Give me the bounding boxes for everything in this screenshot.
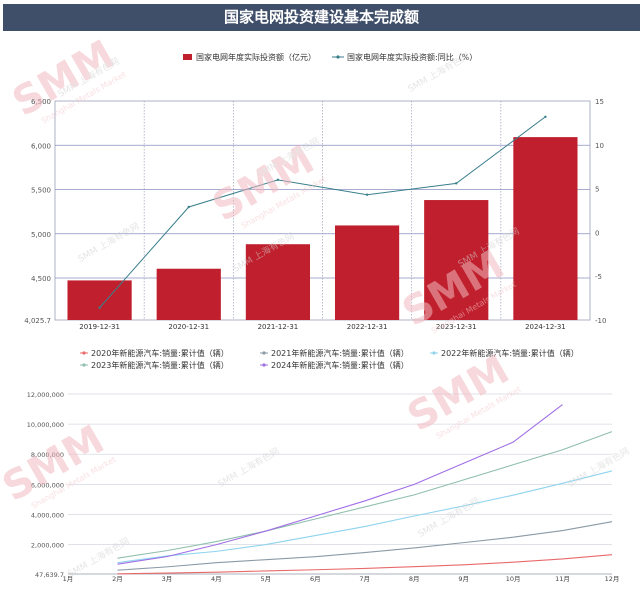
- x-tick-label: 7月: [359, 575, 370, 583]
- left-tick-label: 5,000: [31, 231, 51, 239]
- watermark-cn: SMM 上海有色网: [76, 220, 142, 265]
- right-tick-label: 5: [595, 186, 599, 194]
- legend-swatch-bar: [183, 54, 192, 60]
- legend-label: 2023年新能源汽车:销量:累计值（辆）: [91, 360, 229, 370]
- legend-label: 2022年新能源汽车:销量:累计值（辆）: [441, 348, 579, 358]
- x-tick-label: 1月: [63, 575, 74, 583]
- x-tick-label: 2019-12-31: [79, 323, 120, 331]
- right-tick-label: -10: [595, 317, 606, 325]
- legend-label-line: 国家电网年度实际投资额:同比（%）: [347, 52, 477, 62]
- x-tick-label: 9月: [458, 575, 469, 583]
- legend-label: 2020年新能源汽车:销量:累计值（辆）: [91, 348, 229, 358]
- yoy-point: [365, 193, 369, 196]
- left-tick-label: 4,500: [31, 275, 51, 283]
- x-tick-label: 12月: [605, 575, 620, 583]
- watermark-cn: SMM 上海有色网: [416, 495, 482, 540]
- x-tick-label: 5月: [260, 575, 271, 583]
- x-tick-label: 10月: [506, 575, 521, 583]
- x-tick-label: 11月: [555, 575, 570, 583]
- bar: [67, 280, 132, 320]
- y-tick-label: 10,000,000: [27, 421, 64, 429]
- series-line: [117, 431, 613, 559]
- yoy-point: [98, 306, 101, 309]
- series-line: [117, 554, 613, 575]
- bar: [424, 200, 489, 320]
- right-tick-label: 10: [595, 142, 604, 150]
- x-tick-label: 2020-12-31: [168, 323, 209, 331]
- legend-label: 2024年新能源汽车:销量:累计值（辆）: [271, 360, 409, 370]
- legend-label: 2021年新能源汽车:销量:累计值（辆）: [271, 348, 409, 358]
- left-tick-label: 5,500: [31, 187, 51, 195]
- y-tick-label: 2,000,000: [31, 542, 64, 550]
- x-tick-label: 2022-12-31: [347, 323, 388, 331]
- page-title: 国家电网投资建设基本完成额: [3, 4, 640, 31]
- legend-swatch-dot: [336, 55, 340, 59]
- x-tick-label: 2024-12-31: [525, 323, 566, 331]
- yoy-line: [99, 116, 546, 309]
- left-tick-label: 6,500: [31, 98, 51, 106]
- x-tick-label: 6月: [310, 575, 321, 583]
- watermark-cn: SMM 上海有色网: [216, 445, 282, 490]
- series-line: [117, 521, 613, 571]
- yoy-point: [455, 182, 458, 185]
- bar: [334, 225, 400, 320]
- x-tick-label: 2月: [112, 575, 123, 583]
- legend-swatch-dot: [432, 351, 436, 355]
- left-tick-label: 6,000: [31, 142, 51, 150]
- series-line: [117, 404, 563, 565]
- right-tick-label: 15: [595, 98, 604, 106]
- bar: [245, 244, 311, 320]
- series-line: [117, 470, 613, 564]
- bar: [156, 268, 221, 320]
- legend-label-bar: 国家电网年度实际投资额（亿元）: [196, 52, 316, 62]
- watermark-cn: SMM 上海有色网: [566, 445, 632, 490]
- nev-sales-chart: 47,639.7 2,000,000 4,000,000 6,000,000 8,000…: [27, 348, 620, 583]
- legend-swatch-dot: [262, 351, 266, 355]
- y-tick-label: 47,639.7: [35, 571, 64, 579]
- bar: [513, 137, 578, 320]
- x-tick-label: 2023-12-31: [436, 323, 477, 331]
- y-tick-label: 4,000,000: [31, 511, 64, 519]
- right-tick-label: 0: [595, 229, 599, 237]
- x-tick-label: 3月: [162, 575, 173, 583]
- x-tick-label: 8月: [409, 575, 420, 583]
- y-tick-label: 6,000,000: [31, 481, 64, 489]
- x-tick-label: 4月: [211, 575, 222, 583]
- investment-chart: 4,025.7 4,500 5,000 5,500 6,000 6,500 -10 -5 0 5 1…: [24, 52, 606, 331]
- yoy-point: [544, 115, 547, 118]
- legend-swatch-dot: [82, 351, 86, 355]
- y-tick-label: 8,000,000: [31, 451, 64, 459]
- right-tick-label: -5: [595, 273, 602, 281]
- yoy-point: [187, 205, 190, 209]
- legend-swatch-dot: [82, 363, 86, 367]
- y-tick-label: 12,000,000: [27, 391, 64, 399]
- x-tick-label: 2021-12-31: [258, 323, 299, 331]
- yoy-point: [276, 178, 280, 182]
- legend-swatch-dot: [262, 363, 266, 367]
- left-tick-label: 4,025.7: [24, 317, 51, 325]
